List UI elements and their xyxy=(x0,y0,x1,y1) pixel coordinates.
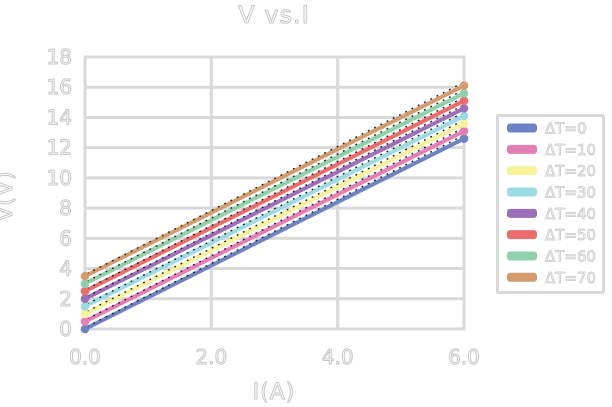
data-point-marker xyxy=(459,134,469,143)
legend-swatch xyxy=(507,144,537,154)
legend-swatch xyxy=(507,230,537,240)
data-point-marker xyxy=(80,309,90,319)
series-line-ΔT=20 xyxy=(83,121,466,316)
data-point-marker xyxy=(80,271,90,281)
y-tick-label: 4 xyxy=(59,257,72,281)
fit-line-ΔT=20 xyxy=(86,120,463,313)
legend-label: ΔT=50 xyxy=(545,226,596,244)
legend-item-ΔT=10: ΔT=10 xyxy=(507,140,596,159)
legend-swatch xyxy=(507,272,537,282)
fit-line-ΔT=50 xyxy=(86,97,463,290)
x-tick-label: 4.0 xyxy=(322,345,354,369)
x-axis-label: I(A) xyxy=(253,380,296,405)
legend-box xyxy=(496,114,605,294)
legend-item-ΔT=50: ΔT=50 xyxy=(507,226,596,245)
legend-label: ΔT=60 xyxy=(545,247,596,265)
y-tick-label: 12 xyxy=(47,136,72,160)
legend-item-ΔT=0: ΔT=0 xyxy=(507,119,587,138)
series-line-ΔT=40 xyxy=(83,106,466,301)
fit-line-ΔT=30 xyxy=(86,112,463,305)
tick-layer: 0 2 4 6 8 10 12 14 16 18 0.0 2.0 4.0 6.0 xyxy=(46,45,480,370)
x-tick-label: 2.0 xyxy=(195,345,227,369)
data-point-marker xyxy=(459,81,469,91)
chart-title: V vs.I xyxy=(238,1,309,29)
series-line-ΔT=60 xyxy=(83,91,466,286)
y-tick-label: 0 xyxy=(59,317,72,341)
series-line-ΔT=0 xyxy=(83,136,466,331)
legend-label: ΔT=30 xyxy=(545,183,596,201)
legend-swatch xyxy=(507,166,537,176)
legend-label: ΔT=20 xyxy=(545,162,596,180)
legend-item-ΔT=60: ΔT=60 xyxy=(507,247,596,266)
data-point-marker xyxy=(80,294,90,304)
fit-line-ΔT=10 xyxy=(86,128,463,320)
legend-label: ΔT=70 xyxy=(545,269,596,287)
y-tick-label: 8 xyxy=(59,196,72,220)
data-point-marker xyxy=(80,302,90,311)
fit-line-ΔT=40 xyxy=(86,105,463,298)
legend-item-ΔT=20: ΔT=20 xyxy=(507,162,596,181)
y-tick-label: 2 xyxy=(59,287,72,311)
data-point-marker xyxy=(459,96,469,106)
legend-swatch xyxy=(507,187,537,197)
legend-label: ΔT=40 xyxy=(545,205,596,223)
legend-item-ΔT=70: ΔT=70 xyxy=(507,268,596,287)
data-point-marker xyxy=(459,88,469,98)
y-axis-label: V(V) xyxy=(0,170,18,221)
y-tick-label: 10 xyxy=(47,166,72,190)
y-tick-label: 16 xyxy=(47,75,72,99)
series-layer xyxy=(80,81,469,334)
data-point-marker xyxy=(459,111,469,121)
x-tick-label: 6.0 xyxy=(448,345,480,369)
fit-line-ΔT=0 xyxy=(86,135,463,328)
data-point-marker xyxy=(80,286,90,296)
y-tick-label: 6 xyxy=(59,226,72,250)
legend-label: ΔT=0 xyxy=(545,120,587,138)
legend: ΔT=0 ΔT=10 ΔT=20 ΔT=30 ΔT=40 ΔT=50 ΔT=60 ΔT=70 xyxy=(496,114,605,294)
data-point-marker xyxy=(80,324,90,334)
data-point-marker xyxy=(459,126,469,136)
series-line-ΔT=70 xyxy=(83,83,466,279)
fit-line-ΔT=60 xyxy=(86,90,463,282)
x-tick-label: 0.0 xyxy=(69,345,101,369)
series-line-ΔT=50 xyxy=(83,98,466,294)
data-point-marker xyxy=(459,104,469,113)
fit-line-ΔT=70 xyxy=(86,82,463,275)
legend-item-ΔT=30: ΔT=30 xyxy=(507,183,596,202)
series-line-ΔT=10 xyxy=(83,129,466,324)
legend-swatch xyxy=(507,208,537,218)
legend-item-ΔT=40: ΔT=40 xyxy=(507,204,596,223)
series-line-ΔT=30 xyxy=(83,113,466,309)
y-tick-label: 14 xyxy=(47,105,72,129)
data-point-marker xyxy=(459,119,469,128)
legend-label: ΔT=10 xyxy=(545,141,596,159)
data-point-marker xyxy=(80,317,90,326)
legend-swatch xyxy=(507,251,537,261)
y-tick-label: 18 xyxy=(47,45,72,69)
data-point-marker xyxy=(80,279,90,288)
legend-swatch xyxy=(507,123,537,133)
plot-border xyxy=(83,55,466,331)
